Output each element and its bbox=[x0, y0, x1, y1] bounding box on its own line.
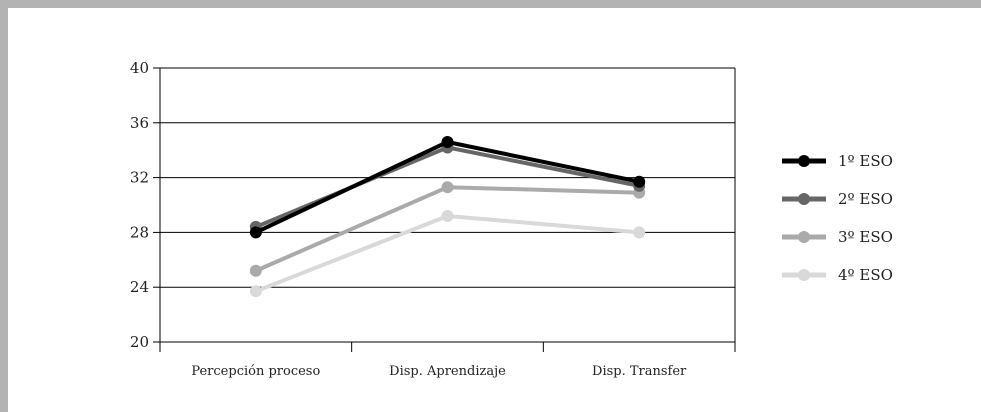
legend-label: 2º ESO bbox=[838, 190, 893, 208]
data-point bbox=[249, 226, 262, 239]
x-tick-label: Disp. Transfer bbox=[592, 364, 687, 379]
grid-lines bbox=[160, 67, 735, 288]
legend-label: 1º ESO bbox=[838, 152, 893, 170]
data-point bbox=[633, 226, 646, 239]
data-point bbox=[441, 181, 454, 194]
axes bbox=[153, 67, 736, 352]
x-tick-label: Percepción proceso bbox=[191, 364, 320, 379]
legend-swatch-marker bbox=[798, 231, 810, 243]
data-point bbox=[249, 285, 262, 298]
series-lines bbox=[249, 135, 646, 298]
y-tick-label: 40 bbox=[130, 59, 149, 77]
legend-swatch-marker bbox=[798, 155, 810, 167]
legend: 1º ESO 2º ESO 3º ESO 4º ESO bbox=[782, 152, 893, 284]
data-point bbox=[441, 135, 454, 148]
legend-label: 3º ESO bbox=[838, 228, 893, 246]
legend-swatch-marker bbox=[798, 193, 810, 205]
legend-label: 4º ESO bbox=[838, 266, 893, 284]
axis-labels: 20 24 28 32 36 40 Percepción proceso Disp. Apre… bbox=[130, 59, 687, 379]
y-tick-label: 28 bbox=[130, 223, 149, 241]
data-point bbox=[441, 209, 454, 222]
y-tick-label: 36 bbox=[130, 114, 149, 132]
x-tick-label: Disp. Aprendizaje bbox=[389, 364, 506, 379]
series-line bbox=[255, 213, 640, 294]
y-tick-label: 32 bbox=[130, 169, 149, 187]
y-tick-label: 24 bbox=[130, 278, 149, 296]
data-point bbox=[633, 175, 646, 188]
legend-swatch-marker bbox=[798, 269, 810, 281]
y-tick-label: 20 bbox=[130, 333, 149, 351]
data-point bbox=[249, 264, 262, 277]
